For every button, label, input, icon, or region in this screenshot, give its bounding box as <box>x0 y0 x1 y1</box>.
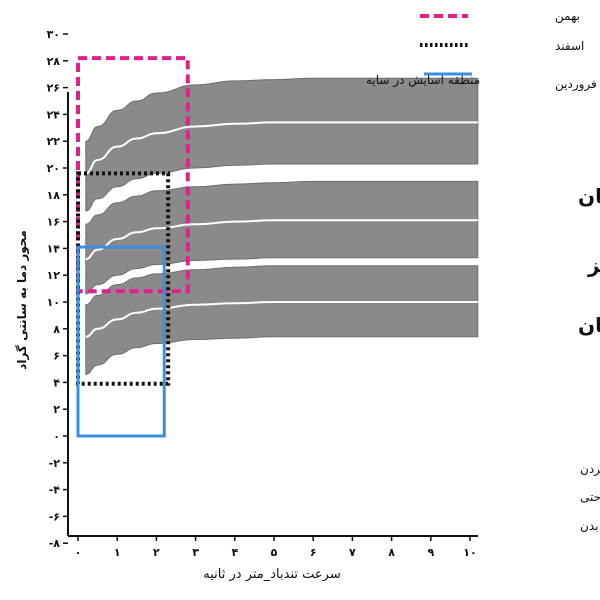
y-tick-label: -۶ <box>49 510 60 523</box>
x-tick-label: ۳ <box>192 546 199 559</box>
band-middle-line <box>85 121 478 175</box>
legend-label-bahman: بهمن <box>555 9 580 24</box>
band-spring-autumn <box>85 180 479 295</box>
y-tick-label: ۴ <box>53 376 60 389</box>
legend: بهمن اسفند فروردین <box>420 9 597 92</box>
x-tick-label: ۱ <box>114 546 121 559</box>
note-sweating-limit: ۱-مرز عرق کردن <box>580 462 600 477</box>
x-tick-label: ۲ <box>153 546 160 559</box>
y-tick-label: ۱۴ <box>47 242 61 255</box>
note-max-comfort: ۲-ماکسیمم راحتی <box>580 490 600 505</box>
y-tick-label: -۴ <box>49 484 61 497</box>
x-tick-label: ۴ <box>231 546 238 559</box>
season-label-summer: تابستان <box>578 184 600 208</box>
y-tick-label: ۱۶ <box>47 216 60 229</box>
band-middle-line <box>85 219 478 261</box>
y-axis-label: محور دما به سانتی گراد <box>15 230 30 370</box>
y-tick-label: ۰ <box>53 430 60 443</box>
season-label-spring-autumn: بهار - پاییز <box>587 253 600 278</box>
x-tick-label: ۵ <box>271 546 278 559</box>
month-comfort-rectangles <box>76 56 190 438</box>
y-tick-label: ۲۴ <box>47 108 61 121</box>
y-tick-label: ۸ <box>53 323 60 336</box>
season-bands <box>85 77 479 375</box>
legend-label-esfand: اسفند <box>555 39 584 53</box>
y-tick-label: ۱۲ <box>47 269 61 282</box>
y-tick-label: ۲۶ <box>47 82 60 95</box>
comfort-zone-caption: منطقه آسایش در سایه <box>366 72 480 88</box>
y-tick-label: ۲۲ <box>47 135 61 148</box>
y-tick-label: ۳۰ <box>47 28 60 41</box>
x-tick-label: ۸ <box>388 546 395 559</box>
y-tick-label: -۸ <box>49 537 61 550</box>
y-tick-label: ۶ <box>53 350 60 363</box>
x-tick-label: ۱۰ <box>463 546 476 559</box>
band-winter <box>85 265 479 375</box>
season-label-winter: زمستان <box>578 313 600 337</box>
rect-farvardin <box>76 245 166 438</box>
y-tick-label: ۱۰ <box>47 296 60 309</box>
x-axis-ticks: ۰ ۱ ۲ ۳ ۴ ۵ ۶ ۷ ۸ ۹ ۱۰ <box>75 536 477 559</box>
note-shiver-limit: ۳-مرز لرز بدن <box>580 519 600 534</box>
y-tick-label: ۲۸ <box>47 55 61 68</box>
x-tick-label: ۰ <box>75 546 82 559</box>
x-tick-label: ۹ <box>427 546 434 559</box>
band-middle-line <box>85 301 478 338</box>
x-tick-label: ۷ <box>349 546 356 559</box>
rect-bahman <box>76 56 190 294</box>
x-tick-label: ۶ <box>310 546 317 559</box>
legend-label-farvardin: فروردین <box>555 77 597 92</box>
x-axis-label: سرعت تندباد_متر در ثانیه <box>203 567 340 582</box>
y-tick-label: ۲۰ <box>47 162 60 175</box>
y-tick-label: ۲ <box>53 403 60 416</box>
y-tick-label: -۲ <box>49 457 61 470</box>
y-tick-label: ۱۸ <box>47 189 61 202</box>
